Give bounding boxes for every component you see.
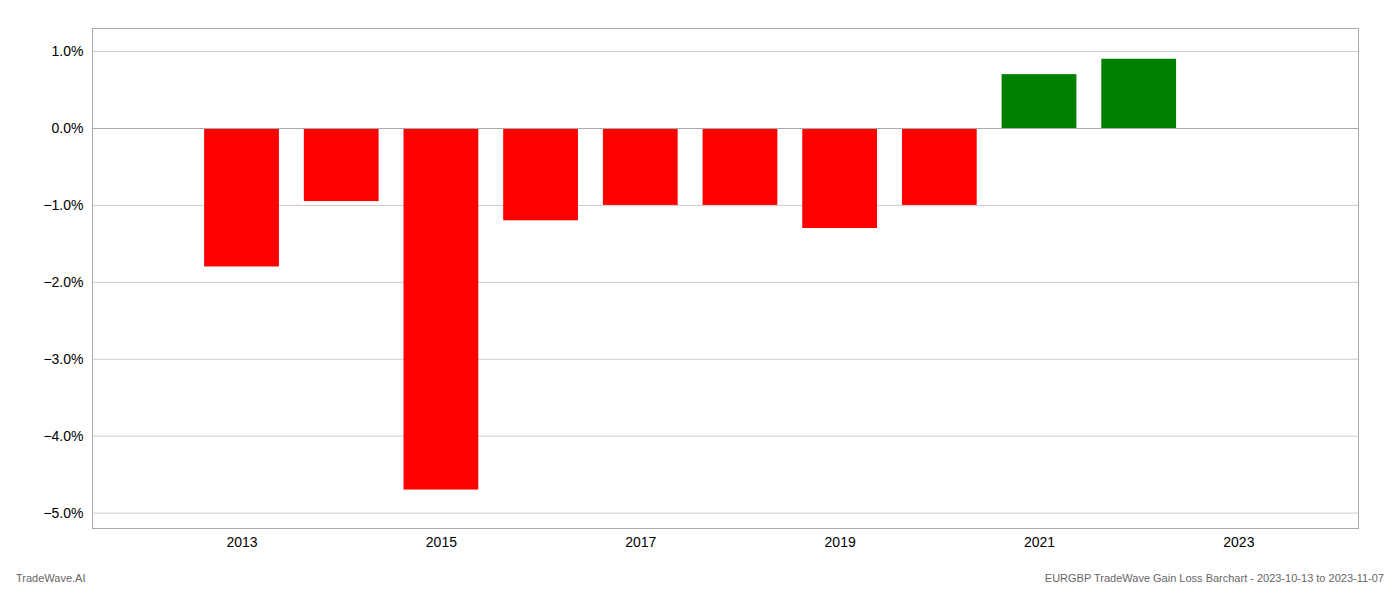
svg-text:0.0%: 0.0% xyxy=(52,120,84,136)
html-text:EURGBP TradeWave Gain Loss Bar: EURGBP TradeWave Gain Loss Barchart - 20… xyxy=(1044,572,1384,584)
svg-text:2021: 2021 xyxy=(1024,534,1055,550)
svg-text:2017: 2017 xyxy=(625,534,656,550)
svg-text:2023: 2023 xyxy=(1223,534,1254,550)
svg-text:−3.0%: −3.0% xyxy=(43,351,83,367)
svg-text:2013: 2013 xyxy=(226,534,257,550)
svg-text:−2.0%: −2.0% xyxy=(43,274,83,290)
svg-text:−1.0%: −1.0% xyxy=(43,197,83,213)
svg-text:2015: 2015 xyxy=(426,534,457,550)
html-text:TradeWave.AI: TradeWave.AI xyxy=(16,572,86,584)
svg-text:−5.0%: −5.0% xyxy=(43,505,83,521)
svg-text:1.0%: 1.0% xyxy=(52,43,84,59)
svg-text:2019: 2019 xyxy=(825,534,856,550)
svg-text:−4.0%: −4.0% xyxy=(43,428,83,444)
